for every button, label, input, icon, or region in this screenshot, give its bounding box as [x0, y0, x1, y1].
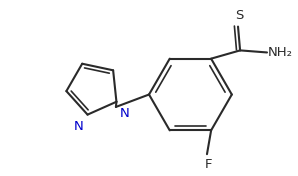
Text: F: F [204, 158, 212, 171]
Text: N: N [74, 120, 83, 133]
Text: S: S [235, 10, 243, 23]
Text: NH₂: NH₂ [268, 46, 293, 59]
Text: N: N [119, 107, 129, 120]
